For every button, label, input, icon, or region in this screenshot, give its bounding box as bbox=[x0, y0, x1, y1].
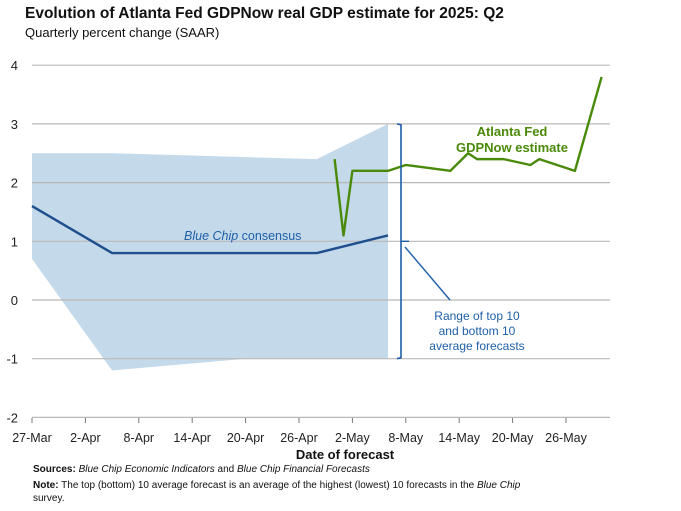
y-tick-label: 2 bbox=[11, 176, 18, 191]
range-annotation-line-2: and bottom 10 bbox=[439, 324, 516, 338]
x-tick-label: 8-May bbox=[388, 431, 423, 445]
x-tick-label: 27-Mar bbox=[12, 431, 52, 445]
x-tick-label: 14-May bbox=[438, 431, 480, 445]
note-text-2: survey. bbox=[33, 493, 65, 504]
x-tick-label: 20-Apr bbox=[227, 431, 265, 445]
note-italic: Blue Chip bbox=[476, 480, 521, 491]
sources-text-2: Blue Chip Financial Forecasts bbox=[237, 464, 370, 475]
note-label: Note: bbox=[33, 480, 59, 491]
y-tick-label: 1 bbox=[11, 234, 18, 249]
x-tick-label: 20-May bbox=[492, 431, 534, 445]
x-tick-label: 14-Apr bbox=[173, 431, 211, 445]
chart-title: Evolution of Atlanta Fed GDPNow real GDP… bbox=[25, 5, 504, 22]
bluechip-consensus-line bbox=[31, 205, 389, 255]
gdpnow-label-line-2: GDPNow estimate bbox=[456, 140, 568, 155]
x-tick-label: 26-May bbox=[545, 431, 587, 445]
x-tick-label: 26-Apr bbox=[280, 431, 318, 445]
x-tick-label: 2-May bbox=[335, 431, 370, 445]
x-tick-label: 8-Apr bbox=[124, 431, 155, 445]
gdpnow-label-line-1: Atlanta Fed bbox=[477, 124, 548, 139]
bluechip-label-rest: consensus bbox=[238, 229, 301, 243]
sources-note: Sources: Blue Chip Economic Indicators a… bbox=[33, 464, 370, 475]
sources-text-1: Blue Chip Economic Indicators bbox=[78, 464, 215, 475]
bluechip-label: Blue Chip consensus bbox=[184, 229, 301, 243]
y-tick-label: -2 bbox=[6, 410, 18, 425]
range-annotation-line-3: average forecasts bbox=[429, 339, 524, 353]
footnote: Note: The top (bottom) 10 average foreca… bbox=[33, 479, 553, 505]
y-tick-label: 3 bbox=[11, 117, 18, 132]
range-band bbox=[32, 123, 388, 371]
range-annotation-leader bbox=[404, 246, 451, 301]
y-tick-label: 4 bbox=[11, 58, 18, 73]
x-tick-label: 2-Apr bbox=[70, 431, 101, 445]
note-text-1: The top (bottom) 10 average forecast is … bbox=[58, 480, 477, 491]
chart-plot: -2 -1 0 1 2 3 4 27-Mar 2-Apr 8-Apr 14-Apr 20-Apr 26-… bbox=[6, 58, 610, 462]
x-axis-title: Date of forecast bbox=[296, 447, 395, 462]
y-tick-label: 0 bbox=[11, 293, 18, 308]
chart-subtitle: Quarterly percent change (SAAR) bbox=[25, 25, 220, 40]
range-annotation-line-1: Range of top 10 bbox=[434, 309, 520, 323]
sources-label: Sources: bbox=[33, 464, 76, 475]
sources-and: and bbox=[214, 464, 238, 475]
bluechip-label-italic: Blue Chip bbox=[184, 229, 238, 243]
y-tick-label: -1 bbox=[6, 352, 18, 367]
